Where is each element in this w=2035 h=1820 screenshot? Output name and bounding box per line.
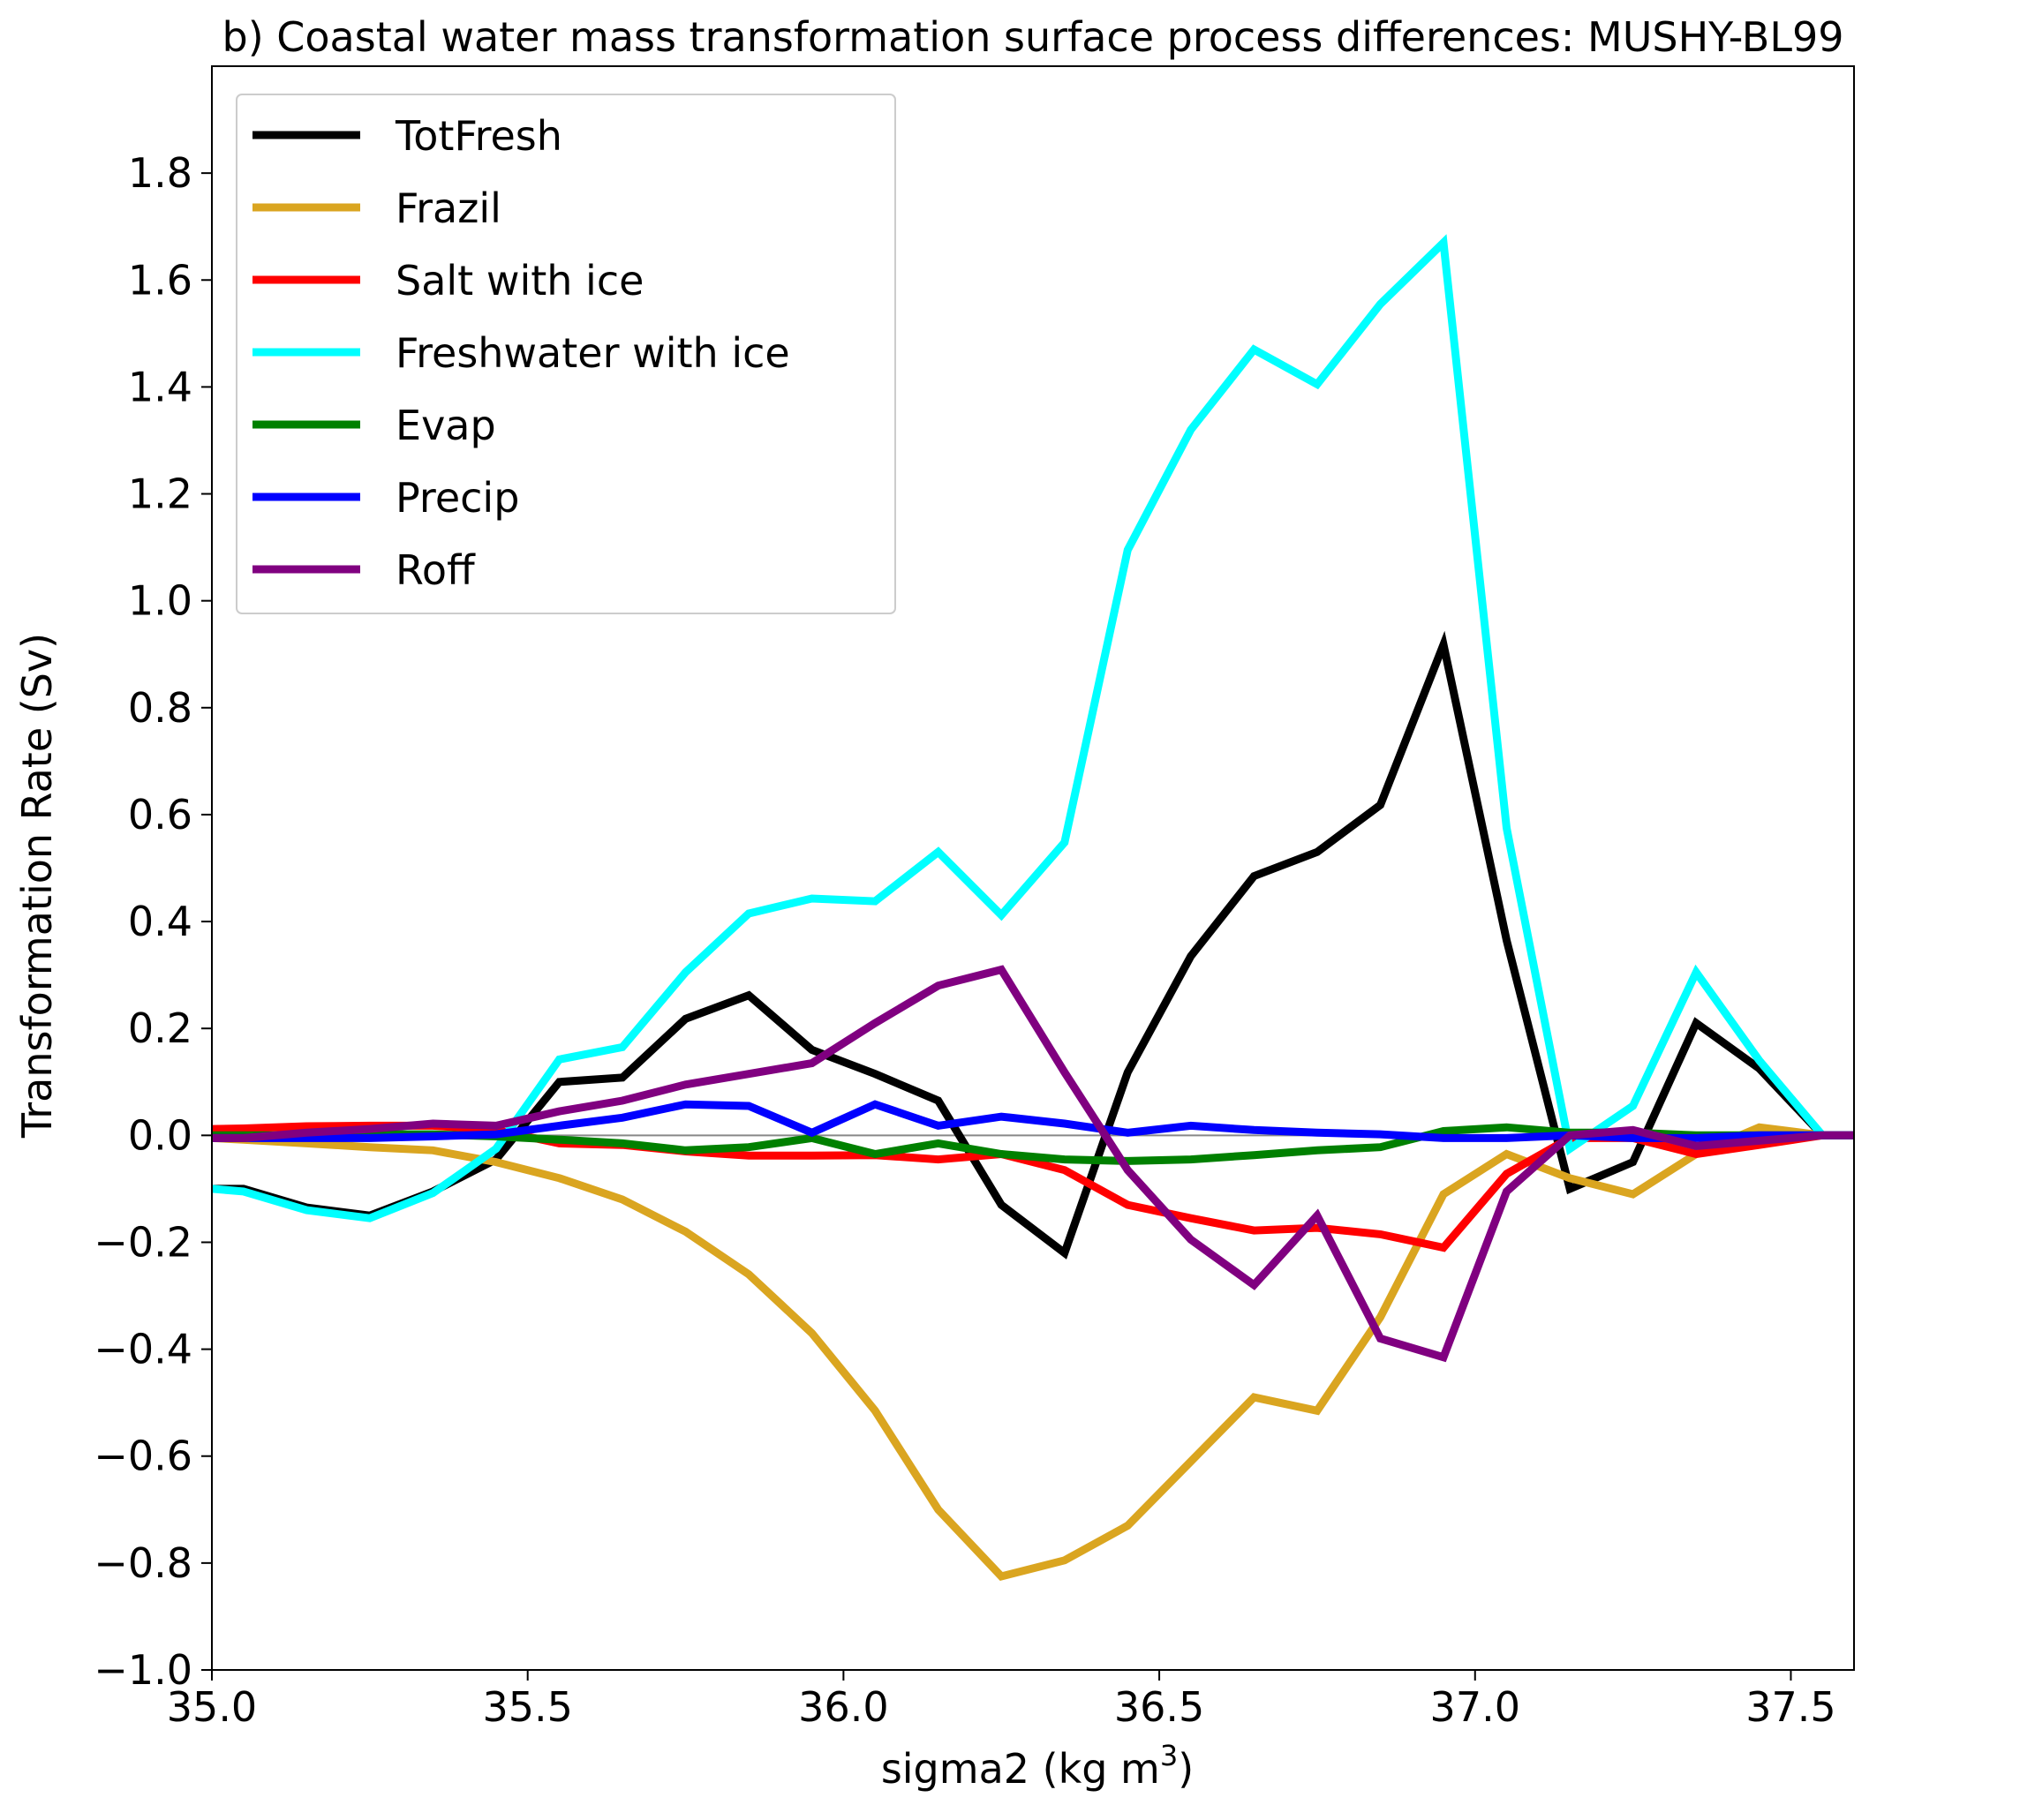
legend-label-freshwater-with-ice: Freshwater with ice (396, 329, 790, 377)
y-axis-label: Transformation Rate (Sv) (13, 633, 61, 1139)
y-tick-label: −0.6 (94, 1433, 192, 1480)
y-tick-label: 1.2 (128, 470, 192, 518)
legend-label-frazil: Frazil (396, 184, 501, 232)
y-tick-label: 1.0 (128, 577, 192, 625)
axes: 35.0 35.5 36.0 36.5 37.0 37.5 −1.0 −0.8 −0.6 −0.4… (94, 65, 1855, 1731)
legend-box (236, 94, 896, 614)
x-tick-label: 36.0 (798, 1683, 888, 1731)
x-tick-label: 36.5 (1114, 1683, 1204, 1731)
y-tick-label: −0.4 (94, 1326, 192, 1373)
plot-frame (211, 65, 1855, 1671)
series-group (212, 234, 1854, 1582)
x-axis-label-superscript: 3 (1160, 1739, 1178, 1772)
legend-label-evap: Evap (396, 402, 496, 449)
y-tick-label: 1.6 (128, 256, 192, 304)
chart-title: b) Coastal water mass transformation sur… (222, 13, 1844, 61)
x-axis-label: sigma2 (kg m3) (881, 1739, 1194, 1793)
x-axis-label-text: sigma2 (kg m (881, 1745, 1160, 1793)
legend-label-precip: Precip (396, 474, 519, 522)
y-tick-label: 0.4 (128, 898, 192, 945)
y-tick-label: −0.8 (94, 1539, 192, 1587)
x-tick-label: 35.5 (482, 1683, 572, 1731)
y-tick-label: 1.4 (128, 363, 192, 410)
y-tick-label: −0.2 (94, 1218, 192, 1266)
legend-label-roff: Roff (396, 546, 476, 594)
x-tick-label: 35.0 (167, 1683, 257, 1731)
series-line-precip (212, 1100, 1854, 1142)
x-tick-label: 37.0 (1430, 1683, 1520, 1731)
y-tick-label: 0.8 (128, 684, 192, 732)
y-tick-label: 0.2 (128, 1004, 192, 1052)
series-line-frazil (212, 1123, 1854, 1582)
legend-label-totfresh: TotFresh (395, 112, 562, 160)
series-line-freshwater-with-ice (212, 234, 1854, 1222)
legend: TotFresh Frazil Salt with ice Freshwater wi… (236, 94, 896, 614)
y-tick-label: 0.0 (128, 1111, 192, 1159)
y-tick-label: 1.8 (128, 149, 192, 197)
y-tick-label: −1.0 (94, 1646, 192, 1694)
series-line-roff (212, 965, 1854, 1363)
y-tick-label: 0.6 (128, 791, 192, 839)
plot-area (212, 234, 1854, 1582)
legend-label-salt-with-ice: Salt with ice (396, 257, 644, 305)
x-axis-label-close: ) (1178, 1745, 1194, 1793)
x-tick-label: 37.5 (1745, 1683, 1835, 1731)
